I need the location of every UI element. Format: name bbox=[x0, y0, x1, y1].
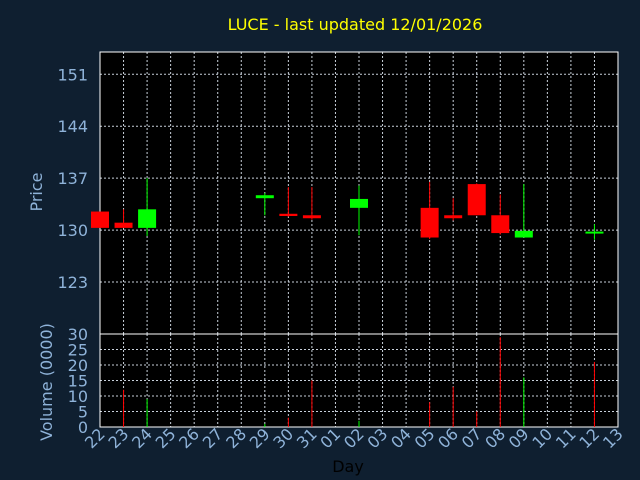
candle-body bbox=[138, 209, 157, 228]
candle bbox=[585, 224, 604, 240]
candle bbox=[302, 187, 321, 220]
candle-body bbox=[420, 207, 439, 238]
candle-body bbox=[444, 215, 463, 219]
candle bbox=[114, 209, 133, 228]
volume-tick-label: 30 bbox=[68, 325, 88, 344]
candle bbox=[279, 187, 298, 217]
candle-body bbox=[302, 215, 321, 219]
volume-tick-label: 15 bbox=[68, 372, 88, 391]
candle-body bbox=[91, 211, 109, 228]
candle-body bbox=[491, 215, 510, 234]
candle-body bbox=[114, 222, 133, 228]
price-axis-label: Price bbox=[27, 172, 46, 211]
x-tick-label: 13 bbox=[599, 424, 627, 452]
candle-body bbox=[255, 195, 274, 199]
volume-tick-label: 5 bbox=[78, 403, 88, 422]
candle bbox=[420, 181, 439, 240]
chart-title: LUCE - last updated 12/01/2026 bbox=[228, 15, 483, 34]
x-axis-label: Day bbox=[332, 457, 364, 476]
volume-tick-label: 25 bbox=[68, 341, 88, 360]
candle bbox=[467, 183, 486, 216]
volume-axis-label: Volume (0000) bbox=[37, 323, 56, 441]
price-tick-label: 123 bbox=[57, 273, 88, 292]
price-tick-label: 130 bbox=[57, 221, 88, 240]
candle-body bbox=[585, 231, 604, 234]
price-tick-label: 144 bbox=[57, 117, 88, 136]
price-panel: 123 130 137 144 151 bbox=[57, 51, 619, 335]
candle-body bbox=[514, 230, 533, 238]
volume-tick-label: 0 bbox=[78, 418, 88, 437]
volume-tick-label: 20 bbox=[68, 356, 88, 375]
candle bbox=[514, 184, 533, 238]
price-tick-label: 151 bbox=[57, 65, 88, 84]
candle bbox=[491, 194, 510, 235]
candle-body bbox=[467, 184, 486, 216]
candle bbox=[138, 178, 157, 237]
candle bbox=[350, 185, 368, 236]
price-tick-label: 137 bbox=[57, 169, 88, 188]
candle bbox=[255, 193, 274, 216]
candle-body bbox=[350, 198, 368, 208]
candle-body bbox=[279, 213, 298, 217]
candle bbox=[91, 211, 109, 228]
volume-panel: 0510152025302223242526272829303101020304… bbox=[68, 325, 627, 452]
volume-tick-label: 10 bbox=[68, 387, 88, 406]
candle bbox=[444, 198, 463, 221]
